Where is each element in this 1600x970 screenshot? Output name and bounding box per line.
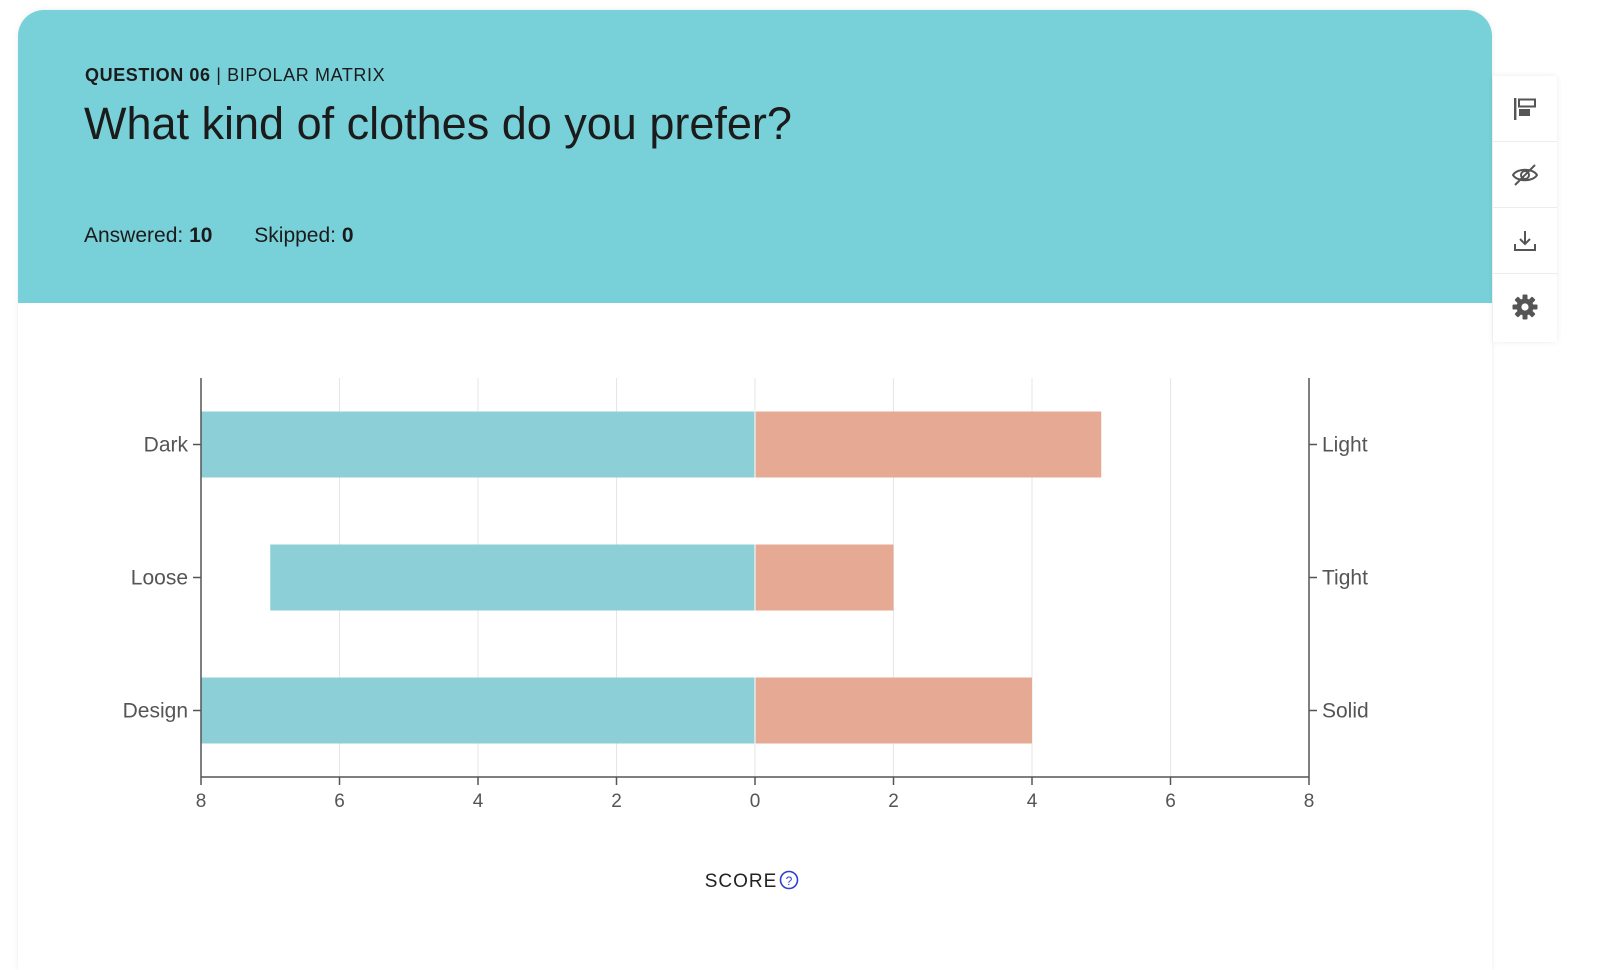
category-label-right: Light [1322, 434, 1368, 457]
category-label-right: Tight [1322, 567, 1368, 590]
x-tick-label: 8 [196, 791, 207, 812]
category-label-left: Loose [131, 567, 188, 590]
bar-left [270, 544, 755, 611]
settings-icon [1512, 294, 1538, 320]
question-meta: QUESTION 06 | BIPOLAR MATRIX [85, 65, 385, 86]
question-number: QUESTION 06 [85, 65, 211, 85]
x-tick-label: 4 [473, 791, 484, 812]
x-tick-label: 4 [1027, 791, 1038, 812]
category-label-right: Solid [1322, 700, 1369, 723]
bar-right [755, 544, 894, 611]
skipped-stat: Skipped: 0 [254, 224, 353, 247]
x-axis-label: SCORE [705, 871, 778, 892]
x-tick-label: 8 [1304, 791, 1315, 812]
side-toolbar [1493, 76, 1557, 342]
hide-icon [1511, 163, 1539, 186]
x-tick-label: 2 [888, 791, 899, 812]
hide-button[interactable] [1493, 142, 1557, 208]
x-tick-label: 6 [1165, 791, 1176, 812]
svg-text:?: ? [786, 874, 793, 888]
question-card: QUESTION 06 | BIPOLAR MATRIX What kind o… [18, 10, 1492, 970]
category-label-left: Design [123, 700, 188, 723]
x-tick-label: 0 [750, 791, 761, 812]
category-label-left: Dark [144, 434, 189, 457]
skipped-count: 0 [341, 224, 354, 247]
question-type: BIPOLAR MATRIX [227, 65, 386, 85]
download-icon [1514, 230, 1536, 251]
bar-right [755, 677, 1032, 744]
answered-count: 10 [189, 224, 213, 247]
answered-stat: Answered: 10 [84, 224, 218, 247]
answered-label: Answered: [84, 224, 184, 247]
meta-separator: | [216, 65, 222, 85]
question-header: QUESTION 06 | BIPOLAR MATRIX What kind o… [18, 10, 1492, 303]
bar-left [201, 411, 755, 478]
bar-left [201, 677, 755, 744]
layout-icon [1514, 97, 1536, 120]
help-icon[interactable]: ? [779, 870, 799, 890]
layout-button[interactable] [1493, 76, 1557, 142]
settings-button[interactable] [1493, 274, 1557, 340]
skipped-label: Skipped: [254, 224, 336, 247]
bar-right [755, 411, 1102, 478]
response-stats: Answered: 10 Skipped: 0 [84, 224, 390, 248]
question-title: What kind of clothes do you prefer? [84, 98, 792, 149]
download-button[interactable] [1493, 208, 1557, 274]
x-tick-label: 6 [334, 791, 345, 812]
x-tick-label: 2 [611, 791, 622, 812]
